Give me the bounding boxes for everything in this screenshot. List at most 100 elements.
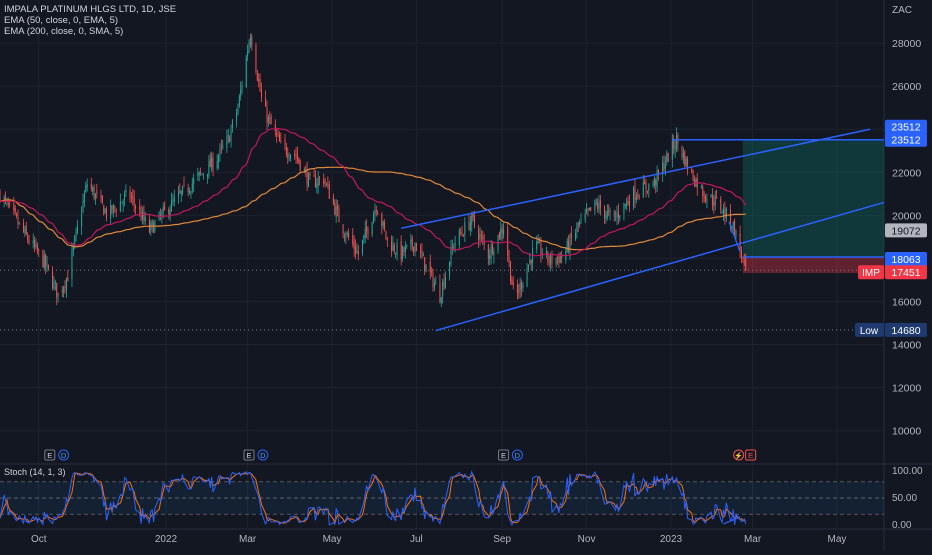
candle-body: [294, 153, 296, 156]
candle-body: [590, 207, 592, 211]
candle-body: [501, 227, 503, 233]
price-label-top-b: 23512: [891, 135, 920, 147]
candle-body: [133, 197, 135, 205]
candle-body: [662, 162, 664, 175]
candle-body: [335, 206, 337, 218]
candle-body: [191, 183, 193, 190]
stoch-axis-tick: 0.00: [892, 520, 912, 531]
candle-body: [468, 221, 470, 230]
candle-body: [732, 221, 734, 229]
candle-body: [367, 229, 369, 235]
candle-body: [443, 280, 445, 287]
candle-body: [356, 250, 358, 253]
candle-body: [61, 290, 63, 292]
candle-body: [119, 201, 121, 212]
candle-body: [450, 247, 452, 265]
candle-body: [209, 159, 211, 168]
price-axis-tick: 22000: [892, 167, 921, 179]
candle-body: [685, 157, 687, 167]
candle-body: [240, 89, 242, 96]
candle-body: [433, 283, 435, 288]
candle-body: [299, 160, 301, 171]
candle-body: [384, 222, 386, 230]
candle-body: [317, 178, 319, 186]
candle-body: [306, 168, 308, 185]
candle-body: [27, 235, 29, 241]
candle-body: [34, 240, 36, 247]
dividend-marker-label: D: [61, 451, 67, 460]
candle-body: [180, 191, 182, 195]
candle-body: [327, 184, 329, 186]
candle-body: [161, 212, 163, 218]
candle-body: [569, 235, 571, 253]
candle-body: [32, 240, 34, 244]
low-tag-bg: [855, 322, 884, 337]
candle-body: [71, 250, 73, 280]
candle-body: [568, 241, 570, 252]
candle-body: [18, 222, 20, 224]
price-label-stop-bg: [885, 252, 927, 267]
candle-body: [284, 138, 286, 146]
candle-body: [182, 186, 184, 194]
upper-channel-line: [401, 128, 871, 230]
candle-body: [92, 187, 94, 192]
stoch-k-line: [0, 470, 747, 527]
candle-body: [324, 181, 326, 183]
candle-body: [597, 203, 599, 209]
candle-body: [508, 257, 510, 262]
stoch-divergence-line: [723, 516, 741, 525]
candle-body: [682, 153, 684, 159]
candle-body: [13, 202, 15, 211]
candle-body: [673, 140, 675, 148]
candle-body: [287, 153, 289, 158]
candle-body: [548, 261, 550, 263]
candle-body: [189, 191, 191, 193]
candle-body: [342, 224, 344, 235]
candle-body: [464, 222, 466, 236]
candle-body: [406, 244, 408, 247]
candle-body: [67, 277, 69, 282]
candle-body: [314, 176, 316, 188]
candle-body: [220, 145, 222, 147]
candle-body: [580, 218, 582, 220]
candle-body: [371, 222, 373, 235]
price-axis-tick: 28000: [892, 38, 921, 50]
candle-body: [52, 271, 54, 289]
candle-body: [16, 213, 18, 217]
candle-body: [303, 169, 305, 173]
candle-body: [63, 287, 65, 293]
candle-body: [251, 36, 253, 47]
candle-body: [111, 205, 113, 213]
earnings-marker: [44, 449, 56, 461]
candle-body: [489, 255, 491, 260]
candle-body: [348, 233, 350, 238]
candle-body: [570, 232, 572, 239]
candle-body: [74, 236, 76, 246]
earnings-marker: [498, 449, 510, 461]
candle-body: [53, 281, 55, 289]
price-label-top-b-bg: [885, 132, 927, 147]
candle-body: [208, 161, 210, 177]
stoch-axis-tick: 50.00: [892, 493, 917, 504]
candle-body: [143, 212, 145, 221]
candle-body: [566, 240, 568, 252]
candle-body: [248, 42, 250, 53]
time-axis-tick: Sep: [493, 534, 511, 545]
imp-tag: IMP: [862, 268, 880, 279]
price-axis-tick: 14000: [892, 340, 921, 352]
time-axis-tick: Oct: [31, 534, 47, 545]
candle-body: [375, 210, 377, 212]
candle-body: [162, 207, 164, 212]
candle-body: [702, 187, 704, 197]
candle-body: [237, 107, 239, 114]
candle-body: [190, 191, 192, 194]
candle-body: [357, 251, 359, 255]
dividend-marker-label: D: [260, 451, 266, 460]
candle-body: [482, 236, 484, 240]
candle-body: [256, 73, 258, 80]
candle-body: [24, 228, 26, 235]
candle-body: [658, 169, 660, 173]
candle-body: [75, 230, 77, 237]
candle-body: [266, 107, 268, 123]
